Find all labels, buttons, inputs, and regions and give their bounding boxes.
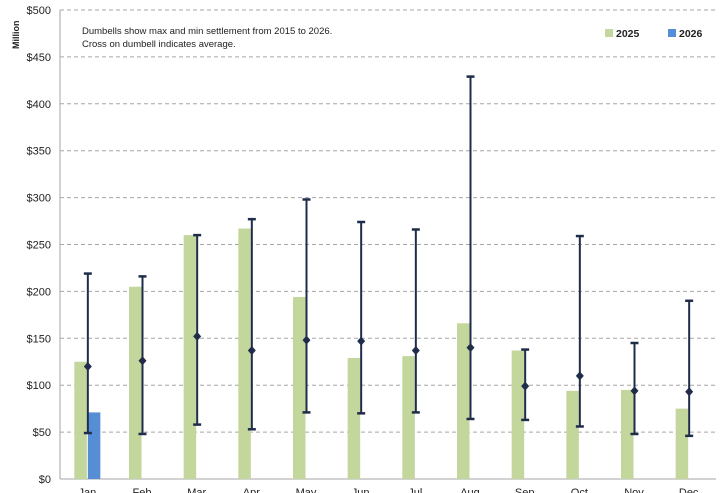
y-axis-label: Million xyxy=(11,21,21,50)
x-tick-label: Nov xyxy=(624,487,644,493)
y-tick-label: $150 xyxy=(27,333,51,345)
y-tick-label: $400 xyxy=(27,99,51,111)
dumbbell-average-marker xyxy=(357,336,366,346)
dumbbell-average-marker xyxy=(411,345,420,355)
bar-2025 xyxy=(511,350,525,479)
dumbbell-average-marker xyxy=(521,381,530,391)
bar-2025 xyxy=(347,357,361,479)
y-tick-label: $250 xyxy=(27,240,51,252)
x-tick-label: Oct xyxy=(571,487,588,493)
dumbbell-average-marker xyxy=(630,386,639,396)
x-tick-label: Feb xyxy=(133,487,152,493)
bar-2025 xyxy=(183,235,197,479)
annotation-line: Dumbells show max and min settlement fro… xyxy=(82,26,332,37)
y-tick-label: $200 xyxy=(27,286,51,298)
legend-label-2026: 2026 xyxy=(679,28,703,40)
dumbbell-average-marker xyxy=(247,345,256,355)
annotation-line: Cross on dumbell indicates average. xyxy=(82,39,236,50)
x-tick-label: Dec xyxy=(679,487,699,493)
y-axis-ticks: $0 $50 $100 $150 $200 $250 $300 $350 $400 $450 $50… xyxy=(27,5,51,486)
x-tick-label: Apr xyxy=(243,487,260,493)
gridlines xyxy=(59,9,716,480)
bars xyxy=(74,228,689,479)
dumbbell-average-marker xyxy=(685,387,694,397)
dumbbell-average-marker xyxy=(138,356,147,366)
legend-swatch-2026 xyxy=(668,29,676,37)
dumbbell-average-marker xyxy=(83,361,92,371)
legend: 2025 2026 xyxy=(605,28,703,40)
bar-2025 xyxy=(457,323,470,479)
x-tick-label: Jul xyxy=(408,487,422,493)
bar-2025 xyxy=(293,297,306,479)
x-tick-label: Aug xyxy=(460,487,480,493)
legend-swatch-2025 xyxy=(605,29,613,37)
dumbbell-average-marker xyxy=(193,331,202,341)
x-tick-label: Sep xyxy=(515,487,535,493)
bar-2025 xyxy=(129,286,142,479)
bar-2025 xyxy=(566,390,579,479)
y-tick-label: $50 xyxy=(33,427,51,439)
y-tick-label: $300 xyxy=(27,193,51,205)
bar-2025 xyxy=(621,389,634,479)
x-tick-label: Jan xyxy=(78,487,96,493)
x-axis-ticks: Jan Feb Mar Apr May Jun Jul Aug Sep Oct Nov Dec xyxy=(78,487,698,493)
bar-2025 xyxy=(402,356,415,479)
bar-2026 xyxy=(87,412,101,479)
dumbbell-average-marker xyxy=(302,335,311,345)
bar-2025 xyxy=(675,408,689,479)
legend-label-2025: 2025 xyxy=(616,28,640,40)
x-tick-label: Jun xyxy=(352,487,370,493)
x-tick-label: Mar xyxy=(187,487,206,493)
x-tick-label: May xyxy=(296,487,317,493)
annotation: Dumbells show max and min settlement fro… xyxy=(82,26,332,50)
dumbbell-average-marker xyxy=(466,343,475,353)
bar-2025 xyxy=(74,361,87,479)
dumbbells xyxy=(83,75,694,438)
dumbbell-average-marker xyxy=(575,371,584,381)
y-tick-label: $500 xyxy=(27,5,51,17)
y-tick-label: $350 xyxy=(27,146,51,158)
y-tick-label: $0 xyxy=(39,474,51,486)
y-tick-label: $100 xyxy=(27,380,51,392)
bar-2025 xyxy=(238,228,251,479)
y-tick-label: $450 xyxy=(27,52,51,64)
